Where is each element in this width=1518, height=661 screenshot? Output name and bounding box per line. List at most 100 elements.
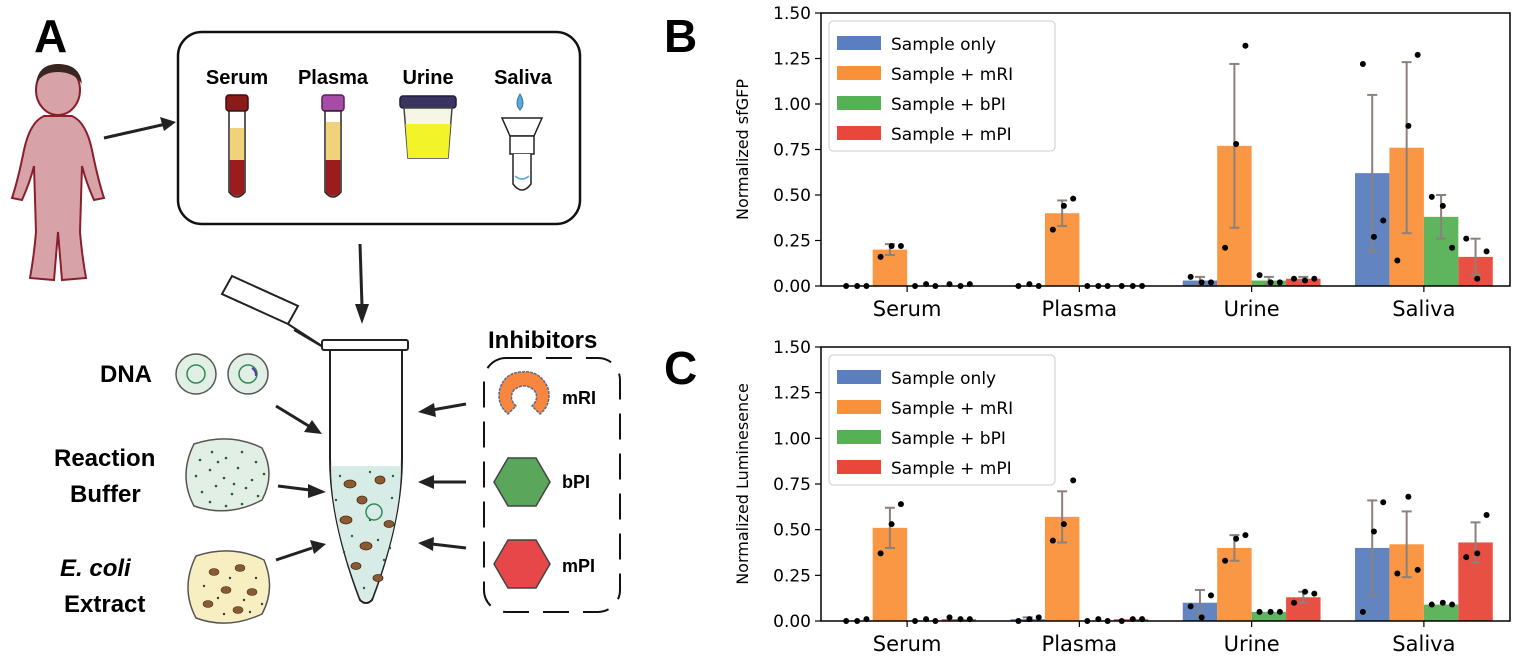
legend-swatch [837,126,881,140]
data-point [1060,521,1067,528]
x-tick-label: Urine [1224,297,1280,321]
legend-swatch [837,96,881,110]
reaction-buffer-label-line2: Buffer [70,481,141,508]
data-point [1474,275,1481,282]
data-point [1222,557,1229,564]
plot-frame [820,12,1511,287]
y-tick-label: 0.00 [773,277,811,297]
legend-entry: Sample + mRI [891,65,1013,85]
data-point [1428,193,1435,200]
data-point [1483,248,1490,255]
chart-b-sfgfp: Normalized sfGFP 0.00 0.25 0.50 0.75 1.00 1.25… [733,4,1511,321]
data-point [1070,477,1077,484]
data-point [1267,279,1274,286]
y-tick-label: 0.25 [773,232,811,252]
data-point [1449,601,1456,608]
mri-icon [498,371,550,416]
data-point [1463,554,1470,561]
data-point [946,614,953,621]
y-tick-label: 0.00 [773,612,811,632]
data-point [888,242,895,249]
bar [1251,611,1287,621]
data-point [1370,528,1377,535]
y-tick-label: 1.25 [773,384,811,404]
data-point [877,550,884,557]
samples-box [176,30,582,226]
schematic-panel-a: A Serum Plasma Urine Saliva [10,10,621,624]
data-point [1483,512,1490,519]
data-point [1233,141,1240,148]
data-point [1380,499,1387,506]
data-point [1070,195,1077,202]
data-point [897,501,904,508]
data-point [1276,608,1283,615]
data-point [1428,601,1435,608]
data-point [1049,226,1056,233]
y-tick-label: 0.75 [773,141,811,161]
legend: Sample only Sample + mRI Sample + bPI Sampl… [828,354,1056,486]
data-point [1311,275,1318,282]
data-point [1256,272,1263,279]
reaction-buffer-label-line1: Reaction [54,445,155,472]
data-point [1276,279,1283,286]
data-point [1394,570,1401,577]
legend-entry: Sample only [891,369,996,389]
bpi-icon [493,457,551,507]
sample-label-plasma: Plasma [298,67,369,89]
data-point [1380,217,1387,224]
data-point [1049,537,1056,544]
data-point [1207,592,1214,599]
data-point [1439,202,1446,209]
x-tick-label: Urine [1224,632,1280,656]
y-tick-label: 0.75 [773,475,811,495]
data-point [1256,608,1263,615]
data-point [1035,614,1042,621]
data-point [1242,42,1249,49]
data-point [1290,275,1297,282]
legend-swatch [837,460,881,474]
legend: Sample only Sample + mRI Sample + bPI Sampl… [828,20,1056,152]
data-point [1198,279,1205,286]
panel-label-b: B [664,10,697,62]
data-point [1187,603,1194,610]
legend-box [828,20,1056,152]
panel-labels-bc: B C [664,10,697,394]
x-tick-label: Saliva [1392,632,1455,656]
data-point [1267,608,1274,615]
legend-entry: Sample + mPI [891,459,1012,479]
serum-tube-icon [225,94,249,198]
data-point [1198,614,1205,621]
data-point [1207,279,1214,286]
data-point [1405,493,1412,500]
data-point [1405,122,1412,129]
data-point [1359,60,1366,67]
legend-swatch [837,36,881,50]
extract-label-line1: E. coli [60,555,132,582]
data-point [1302,277,1309,284]
mri-label: mRI [562,388,596,408]
sample-label-serum: Serum [206,67,268,89]
data-point [1359,608,1366,615]
y-tick-label: 1.00 [773,95,811,115]
data-point [1370,233,1377,240]
legend-swatch [837,400,881,414]
legend-box [828,354,1056,486]
reaction-tube-icon [220,274,409,604]
plot-frame [820,346,1511,622]
plasma-tube-icon [321,94,345,198]
legend-swatch [837,430,881,444]
x-tick-label: Saliva [1392,297,1455,321]
legend-entry: Sample + bPI [891,95,1006,115]
data-point [1233,535,1240,542]
data-point [1060,202,1067,209]
legend-swatch [837,370,881,384]
data-point [1302,588,1309,595]
data-point [1414,566,1421,573]
data-point [1474,550,1481,557]
inhibitors-box [483,357,621,613]
y-tick-label: 0.25 [773,566,811,586]
legend-entry: Sample only [891,35,996,55]
x-tick-label: Plasma [1042,297,1118,321]
x-tick-label: Plasma [1042,632,1118,656]
data-point [1463,235,1470,242]
